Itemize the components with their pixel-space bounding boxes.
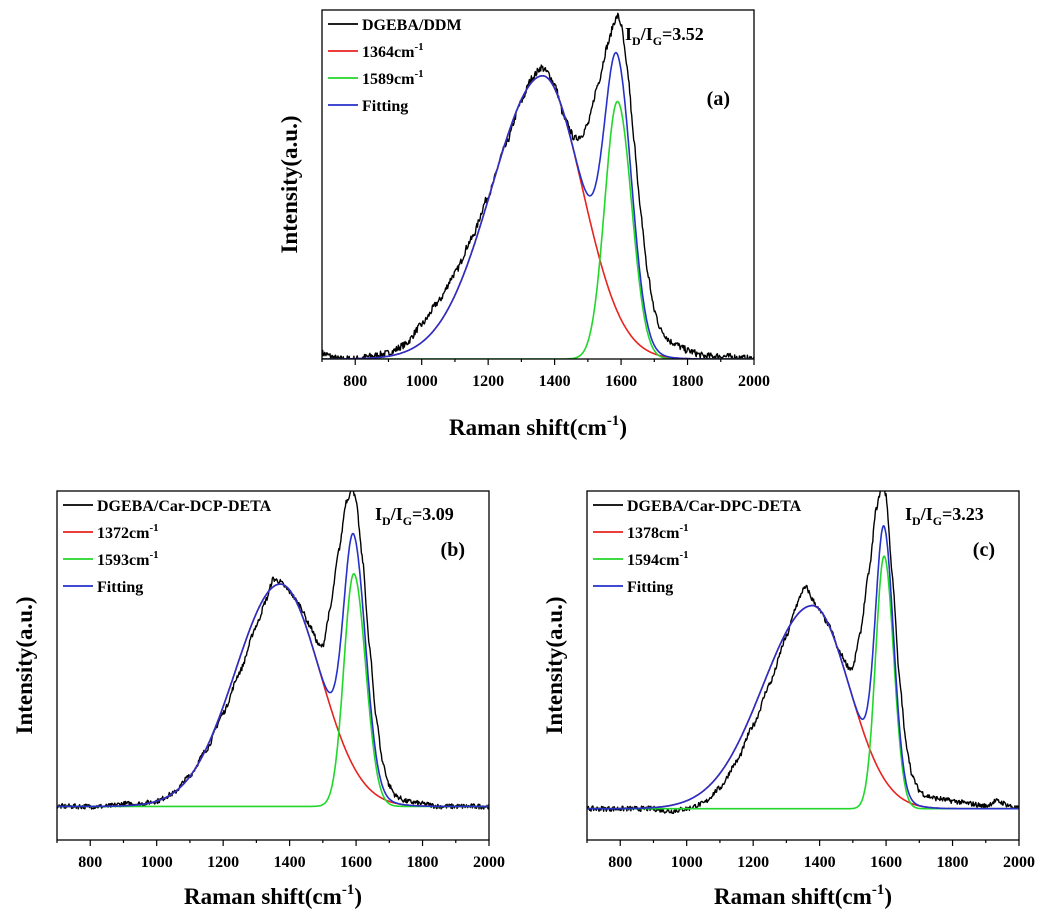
- series-line-dgeba-car-dcp-deta: [57, 491, 489, 810]
- plot-frame: [56, 490, 490, 841]
- legend-item: Fitting: [593, 579, 673, 596]
- legend-label: 1593cm-1: [97, 549, 159, 569]
- x-tick-label: 1800: [672, 373, 704, 390]
- plot-area: [587, 491, 1019, 815]
- x-tick-label: 1000: [671, 854, 703, 871]
- plot-frame: [321, 9, 755, 360]
- plot-frame: [586, 490, 1020, 841]
- legend-item: Fitting: [328, 98, 408, 115]
- series-line-dgeba-ddm: [322, 12, 754, 359]
- y-axis-title: Intensity(a.u.): [12, 596, 37, 734]
- x-axis-title: Raman shift(cm-1): [449, 413, 627, 440]
- legend-label: 1372cm-1: [97, 522, 159, 542]
- plot-area: [322, 12, 754, 359]
- legend-label: 1378cm-1: [627, 522, 689, 542]
- x-tick-label: 800: [343, 373, 367, 390]
- legend-label: DGEBA/Car-DCP-DETA: [97, 498, 272, 515]
- x-tick-label: 1400: [274, 854, 306, 871]
- legend-item: DGEBA/Car-DPC-DETA: [593, 498, 802, 515]
- legend-item: 1378cm-1: [593, 522, 689, 542]
- id-ig-ratio: ID/IG=3.09: [375, 504, 454, 528]
- legend-label: DGEBA/DDM: [362, 17, 462, 34]
- x-axis-title: Raman shift(cm-1): [184, 882, 362, 909]
- legend-item: DGEBA/DDM: [328, 17, 462, 34]
- x-axis-title: Raman shift(cm-1): [714, 882, 892, 909]
- panel-label: (c): [973, 539, 995, 561]
- x-tick-label: 2000: [1003, 854, 1035, 871]
- y-axis-title: Intensity(a.u.): [542, 596, 567, 734]
- x-tick-label: 1800: [937, 854, 969, 871]
- series-line-1593cm-1: [57, 572, 489, 808]
- x-tick-label: 1400: [539, 373, 571, 390]
- panel-label: (a): [707, 88, 730, 110]
- x-tick-label: 1600: [605, 373, 637, 390]
- x-tick-label: 1200: [737, 854, 769, 871]
- legend-item: 1594cm-1: [593, 549, 689, 569]
- y-axis-title: Intensity(a.u.): [277, 115, 302, 253]
- legend-item: 1593cm-1: [63, 549, 159, 569]
- chart-panel-c: 800 1000 1200 1400 1600 1800 2000 Raman shift(c…: [542, 490, 1035, 909]
- series-line-1378cm-1: [587, 604, 1019, 810]
- x-tick-label: 1600: [870, 854, 902, 871]
- legend-label: Fitting: [627, 579, 673, 596]
- legend-label: Fitting: [97, 579, 143, 596]
- legend-item: 1364cm-1: [328, 41, 424, 61]
- x-tick-label: 2000: [738, 373, 770, 390]
- x-tick-label: 1200: [207, 854, 239, 871]
- legend-label: Fitting: [362, 98, 408, 115]
- x-tick-label: 1200: [472, 373, 504, 390]
- x-tick-label: 800: [78, 854, 102, 871]
- series-line-fitting: [587, 524, 1019, 810]
- legend-item: 1589cm-1: [328, 68, 424, 88]
- x-tick-label: 1800: [407, 854, 439, 871]
- series-line-1589cm-1: [322, 100, 754, 359]
- series-line-1364cm-1: [322, 75, 754, 359]
- plot-area: [57, 491, 489, 810]
- x-tick-label: 1000: [141, 854, 173, 871]
- series-line-fitting: [57, 532, 489, 808]
- legend-item: DGEBA/Car-DCP-DETA: [63, 498, 272, 515]
- panel-label: (b): [441, 539, 465, 561]
- chart-panel-b: 800 1000 1200 1400 1600 1800 2000 Raman shift(c…: [12, 490, 505, 909]
- chart-panel-a: 800 1000 1200 1400 1600 1800 2000 Raman shift(c…: [277, 9, 770, 440]
- legend-item: Fitting: [63, 579, 143, 596]
- legend-item: 1372cm-1: [63, 522, 159, 542]
- series-line-1372cm-1: [57, 583, 489, 808]
- id-ig-ratio: ID/IG=3.23: [905, 504, 984, 528]
- x-tick-label: 800: [608, 854, 632, 871]
- id-ig-ratio: ID/IG=3.52: [625, 24, 704, 48]
- x-tick-label: 1600: [340, 854, 372, 871]
- x-tick-label: 2000: [473, 854, 505, 871]
- legend-label: DGEBA/Car-DPC-DETA: [627, 498, 802, 515]
- x-tick-label: 1400: [804, 854, 836, 871]
- legend-label: 1589cm-1: [362, 68, 424, 88]
- legend-label: 1364cm-1: [362, 41, 424, 61]
- legend-label: 1594cm-1: [627, 549, 689, 569]
- x-tick-label: 1000: [406, 373, 438, 390]
